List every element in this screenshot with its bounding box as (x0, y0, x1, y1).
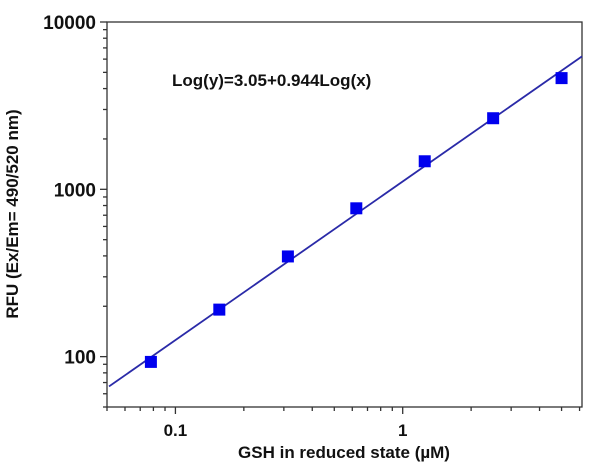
equation-annotation: Log(y)=3.05+0.944Log(x) (172, 71, 371, 90)
y-tick-label: 100 (64, 348, 96, 369)
data-point (487, 112, 500, 125)
data-point (281, 250, 294, 263)
y-tick-label: 1000 (54, 180, 96, 201)
y-axis-label: RFU (Ex/Em= 490/520 nm) (3, 109, 22, 318)
data-point (144, 355, 157, 368)
x-tick-label: 0.1 (164, 421, 188, 440)
y-tick-label: 10000 (43, 13, 96, 34)
data-point (213, 303, 226, 316)
fit-line (108, 55, 583, 388)
data-point (555, 72, 568, 85)
y-axis: 100 1000 10000 (43, 13, 107, 408)
x-tick-label: 1 (398, 421, 407, 440)
x-axis: 0.1 1 (106, 407, 581, 440)
data-points (144, 72, 568, 368)
x-axis-label: GSH in reduced state (µM) (238, 443, 450, 462)
data-point (418, 155, 431, 168)
data-point (350, 202, 363, 215)
plot-frame (106, 21, 583, 408)
